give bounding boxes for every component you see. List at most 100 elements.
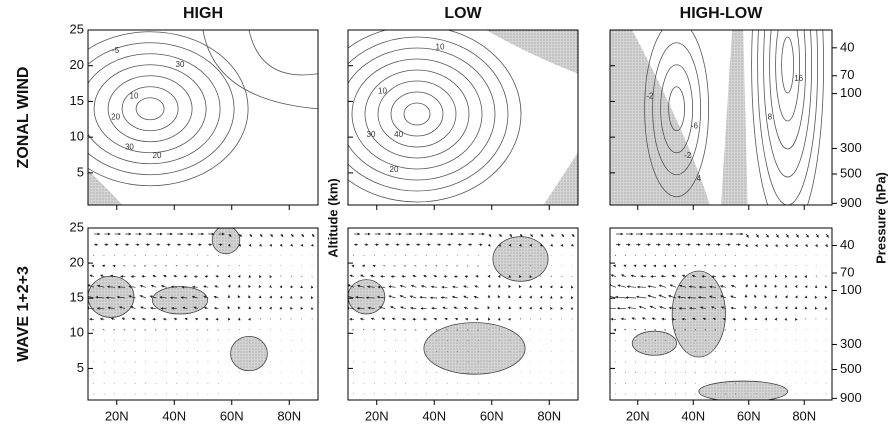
flux-arrow [489,245,490,247]
panel-frame [88,30,318,205]
flux-arrow [607,308,616,309]
flux-arrow [441,297,447,298]
flux-arrow [765,285,766,287]
flux-arrow [683,275,686,276]
y-tick-label: 15 [70,290,84,305]
y2-tick-label: 300 [840,140,862,155]
flux-arrow [174,319,177,320]
flux-arrow [216,276,219,277]
flux-arrow [100,319,104,320]
flux-arrow [786,307,787,309]
contour [94,65,206,153]
y2-tick-label: 40 [840,237,854,252]
flux-arrow [755,295,756,298]
flux-arrow [684,265,686,266]
flux-arrow [731,308,736,309]
shade [493,237,548,282]
panel [313,26,578,205]
contour-label: 20 [153,151,162,160]
flux-arrow [204,286,208,287]
flux-arrow [114,329,115,330]
flux-arrow [826,245,827,247]
flux-arrow [826,234,828,237]
flux-arrow [562,234,564,237]
flux-arrow [122,318,125,319]
flux-arrow [541,286,542,288]
flux-arrow [402,276,406,277]
shade [88,170,123,205]
contour [752,0,824,233]
flux-arrow [756,234,758,237]
flux-arrow [672,275,676,276]
flux-arrow [413,276,416,277]
flux-arrow [785,275,786,276]
flux-arrow [131,307,136,309]
flux-arrow [650,306,656,308]
flux-arrow [311,297,312,298]
x-tick-label: 40N [681,408,705,423]
flux-arrow [141,307,146,309]
flux-arrow [228,318,229,319]
flux-arrow [400,286,406,288]
column-title: LOW [444,5,482,22]
flux-arrow [624,329,626,330]
flux-arrow [420,297,427,298]
shade [231,336,268,370]
contour-label: -6 [691,121,699,130]
flux-arrow [260,307,261,309]
y2-tick-label: 70 [840,67,854,82]
flux-arrow [551,245,552,247]
flux-arrow [746,275,747,277]
flux-arrow [632,318,636,319]
flux-arrow [291,307,292,308]
y-tick-label: 20 [70,57,84,72]
flux-arrow [250,234,252,237]
y-axis-label: Altitude (km) [325,178,340,257]
flux-arrow [291,286,292,287]
flux-arrow [572,234,574,237]
flux-arrow [733,276,736,277]
contour-label: 10 [436,43,445,52]
flux-arrow [786,245,787,247]
flux-arrow [281,296,282,298]
flux-arrow [238,307,239,309]
flux-arrow [551,276,552,277]
flux-arrow [765,295,766,298]
flux-arrow [551,307,552,308]
flux-arrow [489,285,490,287]
flux-arrow [291,234,293,237]
shade [486,30,578,205]
contour [313,26,521,202]
flux-arrow [662,319,666,320]
flux-arrow [796,296,797,298]
flux-arrow [140,296,146,298]
flux-arrow [392,318,395,319]
flux-arrow [670,285,676,287]
y-tick-label: 5 [77,164,84,179]
y2-tick-label: 70 [840,264,854,279]
flux-arrow [631,275,636,276]
flux-arrow [270,296,271,298]
flux-arrow [301,297,302,298]
flux-arrow [488,307,489,309]
flux-arrow [153,276,156,277]
flux-arrow [453,297,458,298]
contour [352,59,482,169]
contour-label: 20 [111,113,120,122]
flux-arrow [756,245,757,247]
flux-arrow [745,318,746,319]
flux-arrow [561,297,562,298]
flux-arrow [659,295,666,298]
contour-label: 4 [697,174,702,183]
flux-arrow [250,245,251,247]
flux-arrow [519,286,520,288]
column-title: HIGH [183,5,223,22]
flux-arrow [816,245,817,247]
flux-arrow [618,285,626,287]
flux-arrow [214,308,218,309]
flux-arrow [389,296,396,298]
flux-arrow [312,245,313,247]
x-tick-label: 80N [537,408,561,423]
x-tick-label: 60N [480,408,504,423]
